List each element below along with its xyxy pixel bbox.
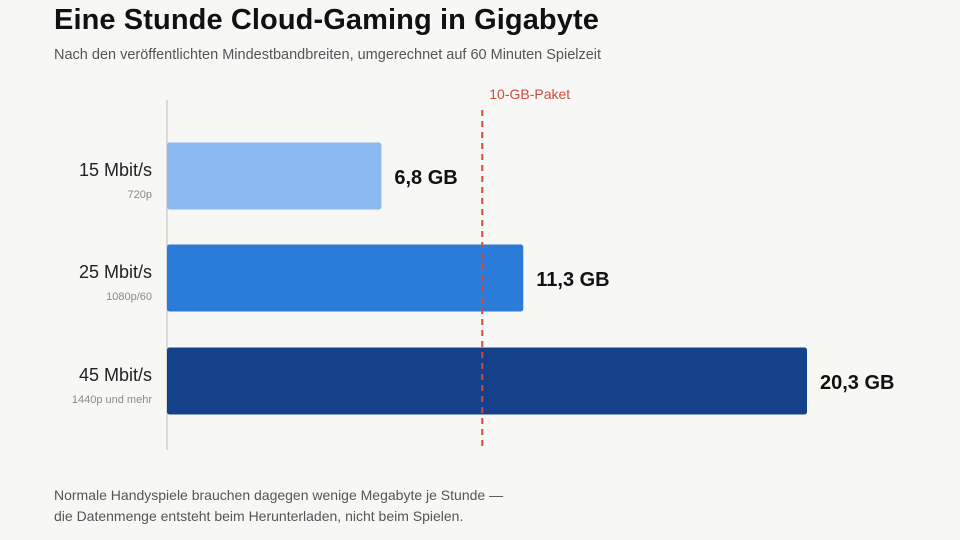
footnote-line-2: die Datenmenge entsteht beim Herunterlad… <box>54 508 464 524</box>
category-label-2: 25 Mbit/s <box>79 262 152 282</box>
category-label-1: 15 Mbit/s <box>79 160 152 180</box>
chart-title: Eine Stunde Cloud-Gaming in Gigabyte <box>54 4 599 36</box>
bar-value-label-2: 11,3 GB <box>536 269 609 291</box>
category-label-3: 45 Mbit/s <box>79 365 152 385</box>
reference-line-label: 10-GB-Paket <box>489 86 570 102</box>
footnote: Normale Handyspiele brauchen dagegen wen… <box>54 485 503 527</box>
bar-value-label-3: 20,3 GB <box>820 372 894 394</box>
bar-value-label-1: 6,8 GB <box>394 167 457 189</box>
bar-chart: 6,8 GB 15 Mbit/s 720p 11,3 GB 25 Mbit/s 1080p… <box>72 86 894 450</box>
category-sublabel-3: 1440p und mehr <box>72 394 152 406</box>
bar-3 <box>167 347 807 415</box>
category-sublabel-2: 1080p/60 <box>106 291 152 303</box>
footnote-line-1: Normale Handyspiele brauchen dagegen wen… <box>54 487 504 503</box>
category-sublabel-1: 720p <box>128 189 152 201</box>
bar-2 <box>167 244 524 312</box>
chart-subtitle: Nach den veröffentlichten Mindestbandbre… <box>54 47 602 63</box>
bar-1 <box>167 142 382 210</box>
